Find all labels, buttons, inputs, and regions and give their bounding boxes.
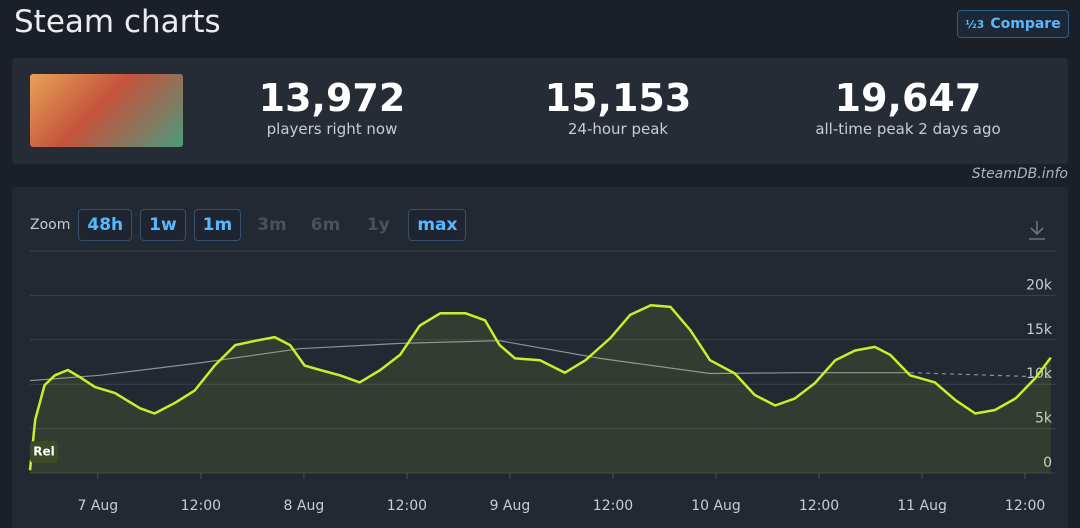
download-icon[interactable]: [1026, 218, 1048, 242]
line-area: [30, 305, 1051, 473]
x-tick-label: 11 Aug: [897, 498, 947, 514]
watermark: SteamDB.info: [971, 166, 1068, 182]
compare-label: Compare: [990, 16, 1061, 32]
annotation-badge: [30, 441, 58, 463]
zoom-label: Zoom: [30, 217, 71, 233]
x-tick-label: 12:00: [181, 498, 221, 514]
zoom-button: 6m: [310, 215, 341, 235]
y-tick-label: 0: [1043, 455, 1052, 471]
stat: 13,972 players right now: [182, 76, 482, 138]
y-tick-label: 15k: [1026, 322, 1053, 338]
line-series: [29, 340, 910, 382]
x-tick-label: 12:00: [387, 498, 427, 514]
zoom-button[interactable]: max: [408, 209, 467, 241]
stats-panel: 13,972 players right now 15,153 24-hour pea…: [12, 58, 1068, 164]
x-tick-label: 12:00: [593, 498, 633, 514]
zoom-button[interactable]: 48h: [78, 209, 133, 241]
x-tick-label: 12:00: [1005, 498, 1045, 514]
line-series: [28, 303, 1052, 471]
compare-icon: ½3: [965, 17, 985, 31]
stat-value: 13,972: [258, 76, 406, 120]
page-title: Steam charts: [14, 4, 221, 40]
stat: 15,153 24-hour peak: [468, 76, 768, 138]
zoom-bar: Zoom 48h 1w 1m 3m 6m 1y max: [30, 209, 467, 241]
x-tick-label: 12:00: [799, 498, 839, 514]
zoom-button[interactable]: 1m: [193, 209, 242, 241]
y-tick-label: 5k: [1035, 411, 1053, 427]
zoom-button[interactable]: 1w: [140, 209, 186, 241]
x-tick-label: 9 Aug: [490, 498, 531, 514]
stat: 19,647 all-time peak 2 days ago: [758, 76, 1058, 138]
zoom-button: 3m: [257, 215, 287, 235]
zoom-button: 1y: [366, 215, 390, 235]
game-image[interactable]: [30, 74, 183, 147]
x-tick-label: 10 Aug: [691, 498, 741, 514]
stat-label: 24-hour peak: [567, 120, 669, 138]
stat-label: players right now: [266, 120, 398, 138]
x-tick-label: 7 Aug: [77, 498, 118, 514]
stat-label: all-time peak 2 days ago: [815, 120, 1001, 138]
x-tick-label: 8 Aug: [284, 498, 325, 514]
annotation: Rel: [33, 445, 55, 459]
stat-value: 19,647: [834, 76, 982, 120]
y-tick-label: 20k: [1026, 277, 1053, 293]
compare-button[interactable]: ½3 Compare: [957, 10, 1069, 38]
stat-value: 15,153: [544, 76, 692, 120]
